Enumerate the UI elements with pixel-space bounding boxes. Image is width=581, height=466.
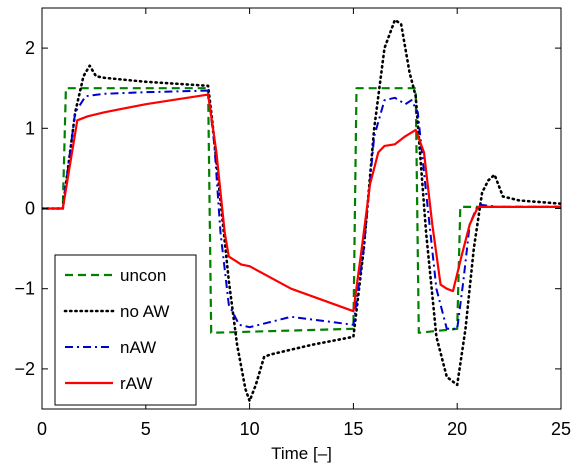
x-tick-label: 0 bbox=[37, 419, 47, 439]
series-layer bbox=[42, 18, 561, 403]
x-tick-label: 25 bbox=[551, 419, 571, 439]
series-line-naw bbox=[42, 89, 561, 330]
series-line-raw bbox=[42, 93, 561, 313]
y-tick-label: −2 bbox=[14, 359, 35, 379]
y-tick-label: 2 bbox=[25, 38, 35, 58]
x-tick-label: 10 bbox=[240, 419, 260, 439]
series-line-uncon bbox=[42, 87, 561, 334]
y-tick-label: 1 bbox=[25, 118, 35, 138]
y-tick-label: −1 bbox=[14, 279, 35, 299]
legend: uncon no AW nAW rAW bbox=[54, 254, 197, 406]
x-tick-label: 15 bbox=[343, 419, 363, 439]
x-tick-label: 20 bbox=[447, 419, 467, 439]
x-axis-label: Time [–] bbox=[271, 444, 332, 463]
legend-label-uncon: uncon bbox=[120, 266, 166, 285]
y-tick-label: 0 bbox=[25, 199, 35, 219]
legend-box bbox=[54, 254, 197, 406]
series-line-no-aw bbox=[42, 18, 561, 403]
x-tick-label: 5 bbox=[141, 419, 151, 439]
legend-label-raw: rAW bbox=[120, 374, 152, 393]
legend-label-no-aw: no AW bbox=[120, 302, 169, 321]
legend-label-naw: nAW bbox=[120, 338, 156, 357]
tick-layer: 0 5 10 15 20 25 −2 −1 0 1 2 bbox=[14, 8, 571, 439]
